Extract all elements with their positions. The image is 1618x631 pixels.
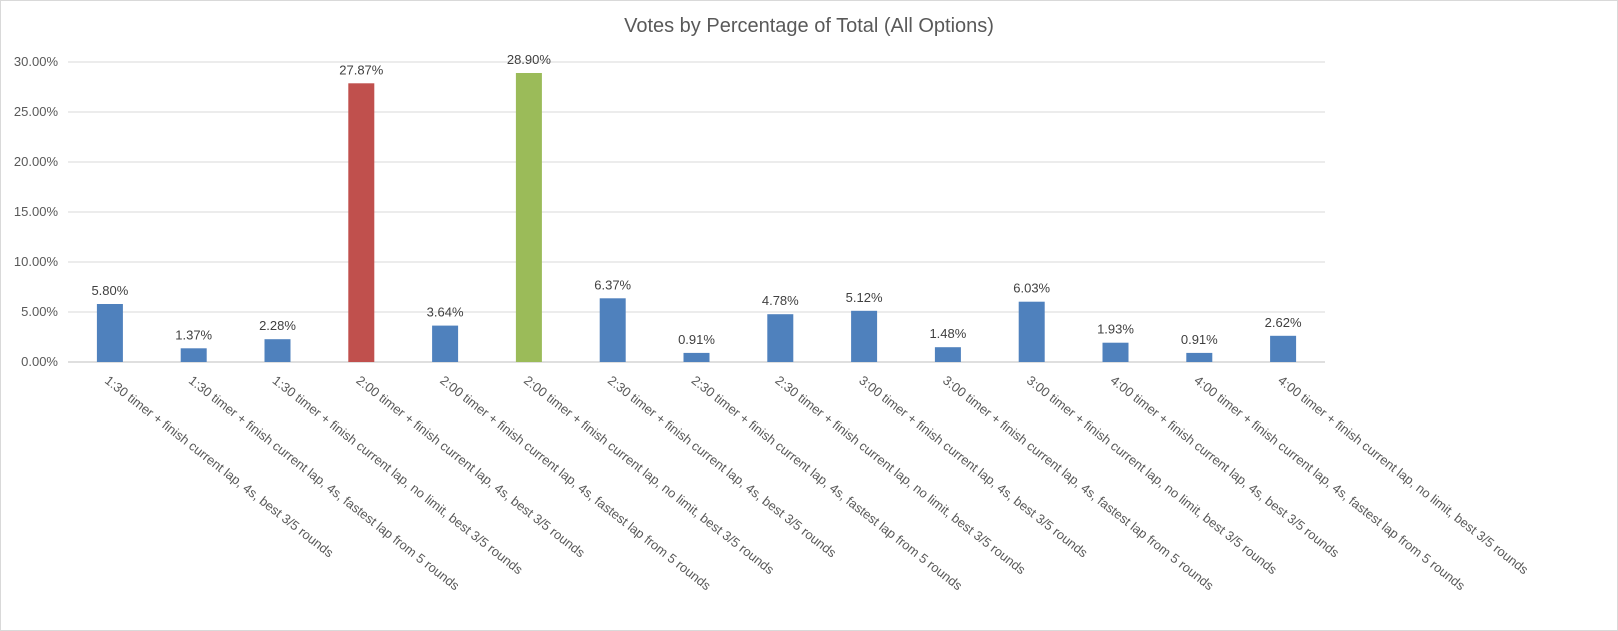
data-label: 27.87% (339, 62, 384, 77)
bar (1270, 335, 1297, 362)
data-label: 2.62% (1265, 315, 1302, 330)
bar (432, 325, 459, 362)
data-label: 4.78% (762, 293, 799, 308)
bar (934, 347, 961, 362)
bar (264, 339, 291, 362)
bar (767, 314, 794, 362)
y-tick-label: 10.00% (14, 254, 59, 269)
bar (1186, 352, 1213, 362)
data-label: 2.28% (259, 318, 296, 333)
data-label: 1.93% (1097, 322, 1134, 337)
data-label: 28.90% (507, 52, 552, 67)
y-tick-label: 0.00% (21, 354, 58, 369)
y-tick-label: 5.00% (21, 304, 58, 319)
data-label: 0.91% (678, 332, 715, 347)
y-tick-label: 15.00% (14, 204, 59, 219)
bar (348, 83, 375, 363)
bar (180, 348, 207, 362)
bar (851, 310, 878, 362)
data-label: 5.12% (846, 290, 883, 305)
bar (599, 298, 626, 362)
y-tick-label: 30.00% (14, 54, 59, 69)
data-label: 1.48% (929, 326, 966, 341)
data-label: 3.64% (427, 305, 464, 320)
bar (1018, 301, 1045, 362)
data-label: 6.03% (1013, 281, 1050, 296)
y-axis-ticks: 0.00% 5.00% 10.00% 15.00% 20.00% 25.00% 30.00% (14, 54, 59, 369)
data-label: 5.80% (91, 283, 128, 298)
y-tick-label: 25.00% (14, 104, 59, 119)
bar (96, 304, 123, 362)
gridlines (68, 61, 1325, 363)
y-tick-label: 20.00% (14, 154, 59, 169)
x-axis-categories: 1:30 timer + finish current lap, 4s, bes… (102, 373, 1532, 594)
data-label: 1.37% (175, 327, 212, 342)
bar (683, 352, 710, 362)
bar (515, 73, 542, 362)
data-labels: 5.80% 1.37% 2.28% 27.87% 3.64% 28.90% 6.37% 0.9… (91, 52, 1302, 347)
data-label: 0.91% (1181, 332, 1218, 347)
data-label: 6.37% (594, 277, 631, 292)
bar (1102, 342, 1129, 362)
bars (96, 73, 1297, 363)
chart-title: Votes by Percentage of Total (All Option… (624, 15, 994, 37)
